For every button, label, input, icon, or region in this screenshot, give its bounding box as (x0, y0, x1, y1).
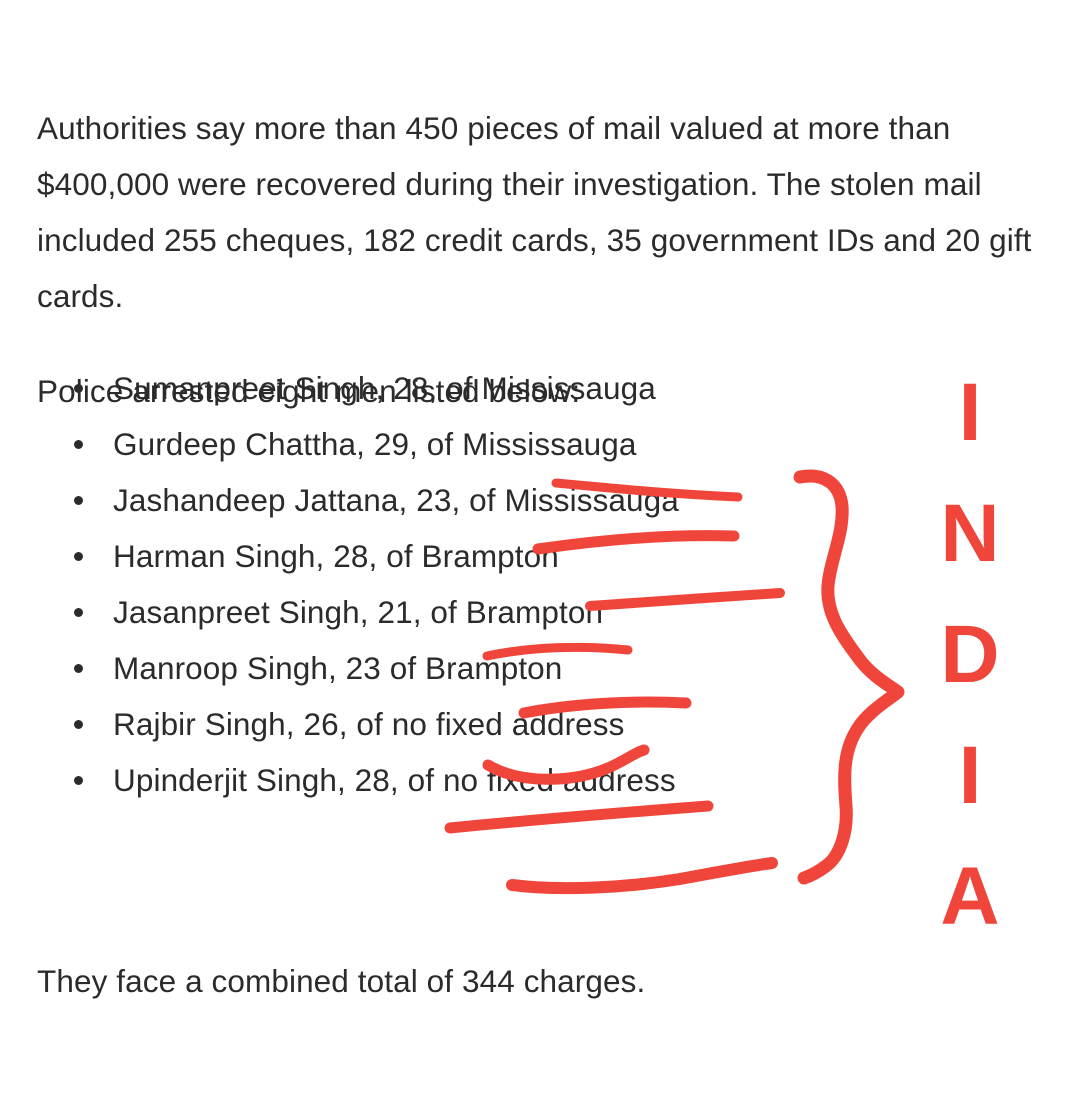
india-letter-2: N (940, 488, 1000, 579)
list-item: Harman Singh, 28, of Brampton (41, 528, 1001, 584)
list-item-label: Upinderjit Singh, 28, of no fixed addres… (113, 762, 676, 798)
paragraph-intro: Police arrested eight men listed below: (37, 373, 581, 409)
india-letter-1: I (958, 367, 982, 458)
bullet-icon (74, 552, 83, 561)
list-item: Jasanpreet Singh, 21, of Brampton (41, 584, 1001, 640)
strikethrough-mark-8 (506, 857, 778, 895)
india-letter-5: A (940, 851, 1000, 942)
article-body: Authorities say more than 450 pieces of … (37, 100, 1037, 419)
list-item: Upinderjit Singh, 28, of no fixed addres… (41, 752, 1001, 808)
list-item: Gurdeep Chattha, 29, of Mississauga (41, 416, 1001, 472)
list-item: Manroop Singh, 23 of Brampton (41, 640, 1001, 696)
paragraph-lead: Authorities say more than 450 pieces of … (37, 110, 1032, 314)
list-item: Jashandeep Jattana, 23, of Mississauga (41, 472, 1001, 528)
article-footer: They face a combined total of 344 charge… (37, 953, 1037, 1009)
list-item-label: Jashandeep Jattana, 23, of Mississauga (113, 482, 679, 518)
india-letter-4: I (958, 730, 982, 821)
list-item: Rajbir Singh, 26, of no fixed address (41, 696, 1001, 752)
list-item: Sumanpreet Singh, 28, of Mississauga (41, 360, 1001, 416)
bullet-icon (74, 720, 83, 729)
bullet-icon (74, 776, 83, 785)
bullet-icon (74, 384, 83, 393)
paragraph-closing: They face a combined total of 344 charge… (37, 963, 646, 999)
bullet-icon (74, 496, 83, 505)
strikethrough-mark-7 (444, 800, 714, 834)
bullet-icon (74, 664, 83, 673)
list-item-label: Harman Singh, 28, of Brampton (113, 538, 559, 574)
india-annotation-label: I N D I A (905, 352, 1035, 957)
bullet-icon (74, 608, 83, 617)
list-item-label: Jasanpreet Singh, 21, of Brampton (113, 594, 604, 630)
bullet-icon (74, 440, 83, 449)
india-letter-3: D (940, 609, 1000, 700)
list-item-label: Sumanpreet Singh, 28, of Mississauga (113, 370, 656, 406)
arrest-list: Sumanpreet Singh, 28, of Mississauga Gur… (41, 360, 1001, 808)
list-item-label: Manroop Singh, 23 of Brampton (113, 650, 563, 686)
list-item-label: Gurdeep Chattha, 29, of Mississauga (113, 426, 637, 462)
list-item-label: Rajbir Singh, 26, of no fixed address (113, 706, 625, 742)
